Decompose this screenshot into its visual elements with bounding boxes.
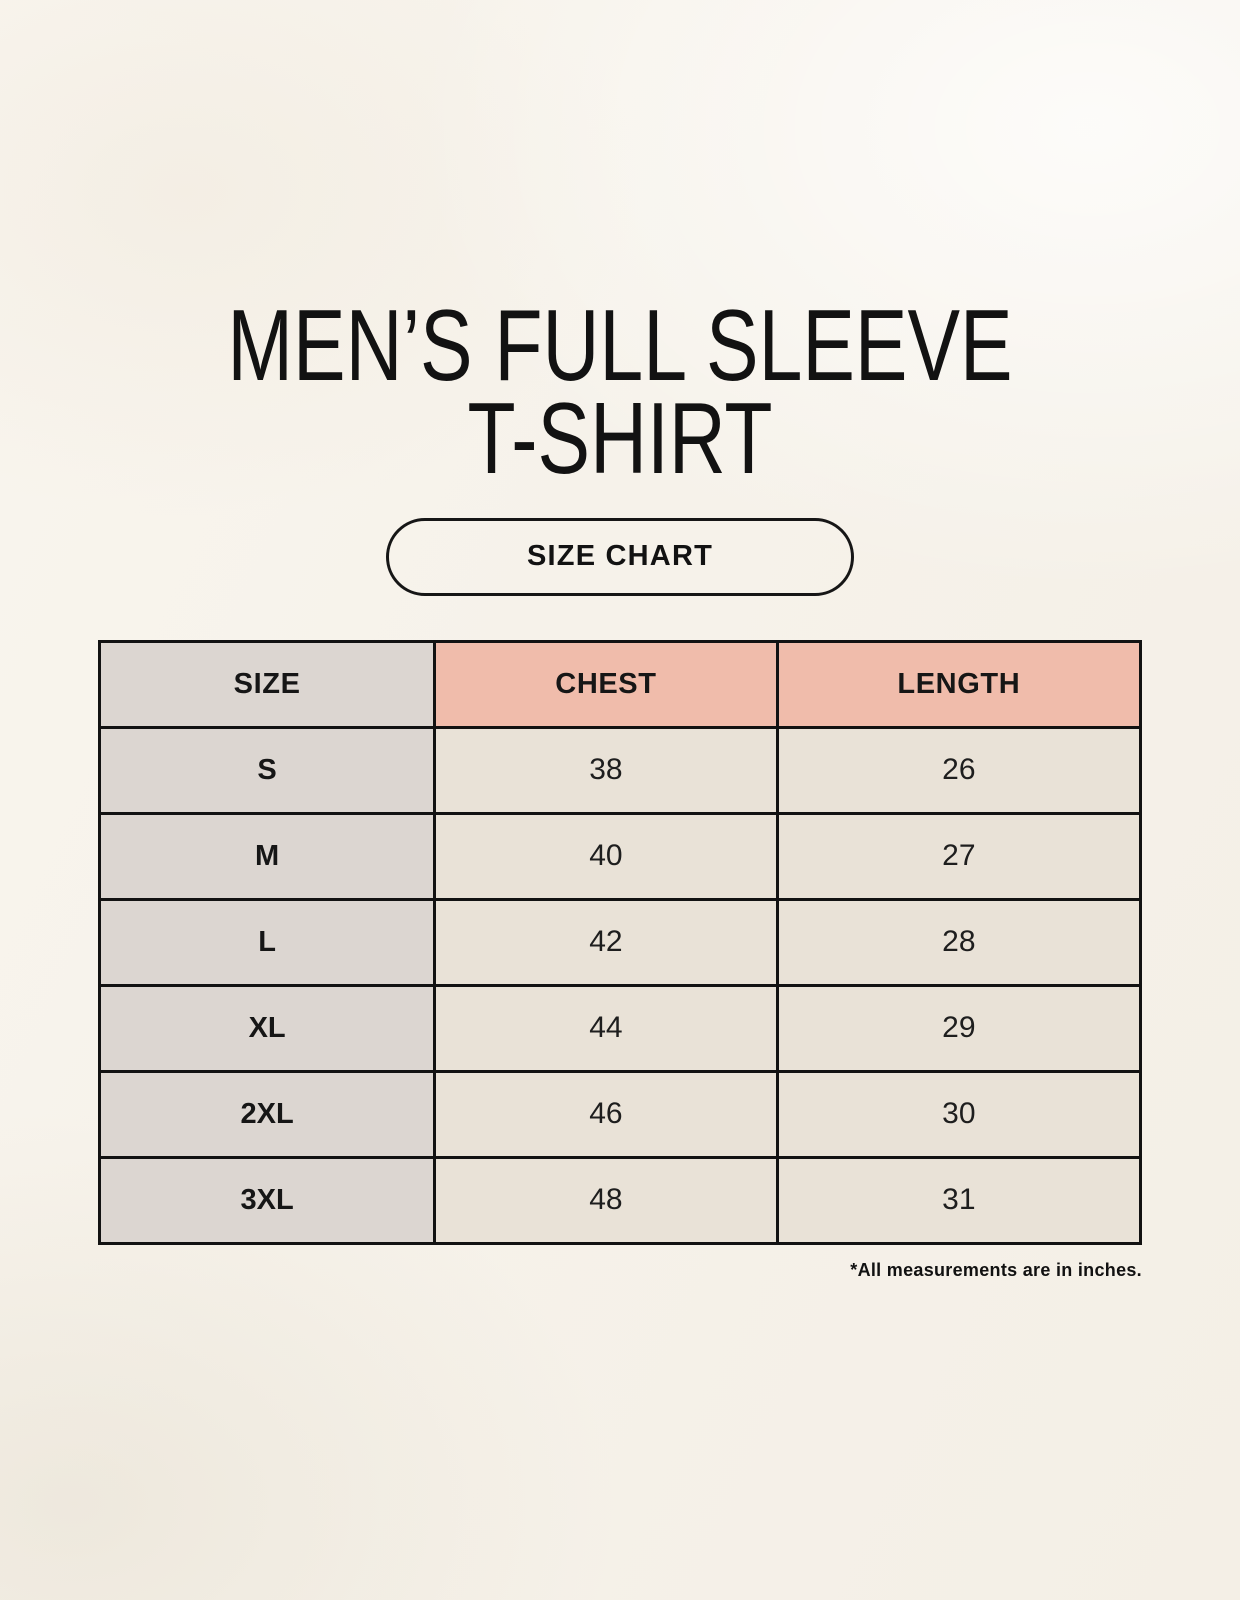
- length-cell: 28: [775, 897, 1143, 987]
- chest-cell: 48: [433, 1155, 779, 1245]
- size-cell: 2XL: [97, 1069, 437, 1159]
- measurements-footnote: *All measurements are in inches.: [850, 1259, 1142, 1280]
- size-cell: L: [97, 897, 437, 987]
- length-cell: 29: [775, 983, 1143, 1073]
- table-row: XL 44 29: [97, 983, 1143, 1073]
- chest-cell: 44: [433, 983, 779, 1073]
- table-row: S 38 26: [97, 725, 1143, 815]
- table-header-row: SIZE CHEST LENGTH: [97, 639, 1143, 729]
- size-table: SIZE CHEST LENGTH S 38 26 M 40 27 L 42 2…: [97, 639, 1143, 1245]
- chest-cell: 40: [433, 811, 779, 901]
- size-cell: S: [97, 725, 437, 815]
- column-header-length: LENGTH: [775, 639, 1143, 729]
- chest-cell: 42: [433, 897, 779, 987]
- length-cell: 26: [775, 725, 1143, 815]
- table-row: L 42 28: [97, 897, 1143, 987]
- table-row: 2XL 46 30: [97, 1069, 1143, 1159]
- size-chart-badge-label: SIZE CHART: [527, 540, 713, 573]
- length-cell: 31: [775, 1155, 1143, 1245]
- page-title-line-2: T-SHIRT: [467, 382, 773, 495]
- length-cell: 27: [775, 811, 1143, 901]
- page-title: MEN’S FULL SLEEVE T-SHIRT: [136, 0, 1103, 495]
- size-cell: 3XL: [97, 1155, 437, 1245]
- chest-cell: 46: [433, 1069, 779, 1159]
- table-row: 3XL 48 31: [97, 1155, 1143, 1245]
- column-header-size: SIZE: [97, 639, 437, 729]
- size-table-container: SIZE CHEST LENGTH S 38 26 M 40 27 L 42 2…: [97, 639, 1143, 1245]
- size-chart-badge: SIZE CHART: [386, 517, 854, 596]
- chest-cell: 38: [433, 725, 779, 815]
- table-row: M 40 27: [97, 811, 1143, 901]
- size-cell: XL: [97, 983, 437, 1073]
- length-cell: 30: [775, 1069, 1143, 1159]
- size-cell: M: [97, 811, 437, 901]
- page-title-line-1: MEN’S FULL SLEEVE: [227, 290, 1013, 402]
- column-header-chest: CHEST: [433, 639, 779, 729]
